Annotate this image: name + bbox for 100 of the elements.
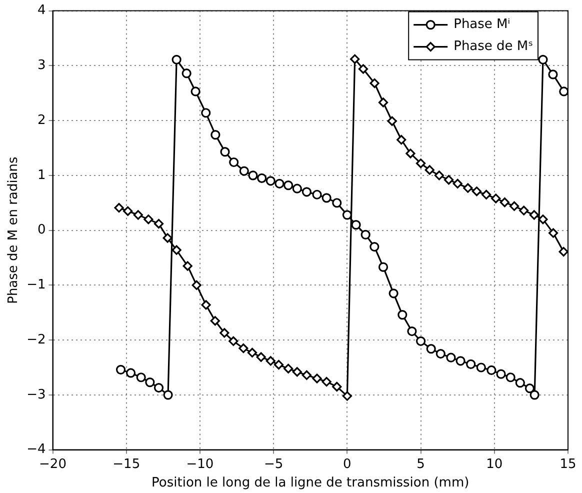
point bbox=[558, 246, 568, 256]
point bbox=[133, 210, 143, 220]
point bbox=[416, 336, 426, 346]
point bbox=[530, 390, 540, 400]
y-axis-title: Phase de M en radians bbox=[6, 156, 22, 304]
x-tick-label: −15 bbox=[112, 456, 140, 472]
x-tick-label: −10 bbox=[186, 456, 214, 472]
point bbox=[292, 184, 302, 194]
point bbox=[172, 245, 182, 255]
point bbox=[248, 170, 258, 180]
point bbox=[172, 54, 182, 64]
point bbox=[496, 369, 506, 379]
point bbox=[519, 206, 529, 216]
point bbox=[370, 242, 380, 252]
point bbox=[398, 310, 408, 320]
point bbox=[154, 218, 164, 229]
point bbox=[396, 134, 406, 145]
point bbox=[220, 147, 230, 157]
point bbox=[350, 54, 360, 64]
x-tick-label: 0 bbox=[343, 456, 352, 472]
point bbox=[370, 78, 380, 88]
point bbox=[239, 166, 249, 176]
point bbox=[452, 178, 462, 188]
point bbox=[182, 68, 192, 78]
point bbox=[444, 175, 454, 185]
point bbox=[192, 280, 202, 290]
x-tick-label: −5 bbox=[264, 456, 284, 472]
point bbox=[162, 233, 172, 243]
point bbox=[238, 343, 248, 354]
point bbox=[476, 362, 486, 372]
point bbox=[342, 391, 352, 401]
point bbox=[228, 336, 238, 346]
point bbox=[378, 262, 388, 272]
point bbox=[436, 348, 446, 359]
point bbox=[472, 186, 482, 196]
point bbox=[538, 214, 548, 224]
point bbox=[247, 348, 258, 358]
point bbox=[351, 220, 361, 230]
y-tick-label: −2 bbox=[26, 332, 46, 348]
point bbox=[256, 352, 266, 362]
point bbox=[145, 378, 155, 388]
point bbox=[201, 108, 211, 118]
legend-label: Phase Mⁱ bbox=[454, 17, 510, 32]
point bbox=[220, 328, 230, 338]
x-tick-label: 10 bbox=[486, 456, 503, 472]
point bbox=[529, 210, 539, 220]
point bbox=[332, 198, 342, 208]
point bbox=[116, 364, 126, 374]
point bbox=[559, 86, 568, 96]
point bbox=[257, 173, 267, 183]
point bbox=[491, 194, 501, 204]
legend-label: Phase de Mˢ bbox=[454, 39, 534, 54]
x-tick-label: 5 bbox=[416, 456, 425, 472]
point bbox=[266, 176, 276, 186]
point bbox=[548, 70, 558, 80]
point bbox=[274, 178, 284, 188]
point bbox=[322, 376, 332, 387]
point bbox=[434, 170, 444, 180]
point bbox=[332, 382, 342, 392]
point bbox=[482, 190, 492, 200]
point bbox=[210, 130, 220, 140]
point bbox=[312, 190, 322, 200]
point bbox=[524, 384, 535, 394]
point bbox=[446, 352, 456, 362]
point bbox=[515, 378, 525, 388]
point bbox=[407, 326, 417, 336]
y-tick-label: 4 bbox=[37, 3, 46, 18]
point bbox=[292, 367, 302, 377]
point bbox=[229, 157, 239, 168]
x-tick-label: −20 bbox=[39, 456, 66, 472]
point bbox=[266, 356, 276, 366]
point bbox=[360, 230, 370, 240]
point bbox=[302, 370, 312, 380]
point bbox=[509, 201, 520, 211]
point bbox=[163, 390, 173, 400]
point bbox=[466, 359, 476, 369]
point bbox=[312, 374, 322, 384]
y-tick-label: 0 bbox=[37, 222, 46, 238]
point bbox=[123, 206, 133, 216]
y-tick-label: −4 bbox=[26, 442, 46, 458]
point bbox=[463, 183, 473, 193]
point bbox=[548, 228, 558, 238]
point bbox=[416, 158, 426, 168]
y-tick-label: −3 bbox=[26, 387, 46, 402]
point bbox=[144, 214, 154, 224]
point bbox=[182, 261, 192, 271]
point bbox=[342, 210, 352, 220]
point bbox=[284, 180, 294, 190]
point bbox=[114, 203, 124, 213]
point bbox=[210, 316, 220, 326]
point bbox=[322, 193, 332, 203]
point bbox=[284, 364, 294, 374]
point bbox=[302, 187, 312, 197]
point bbox=[201, 300, 211, 310]
point bbox=[136, 372, 146, 382]
point bbox=[486, 365, 496, 376]
point bbox=[378, 98, 388, 108]
point bbox=[126, 368, 136, 378]
point bbox=[387, 116, 397, 126]
point bbox=[406, 148, 416, 158]
